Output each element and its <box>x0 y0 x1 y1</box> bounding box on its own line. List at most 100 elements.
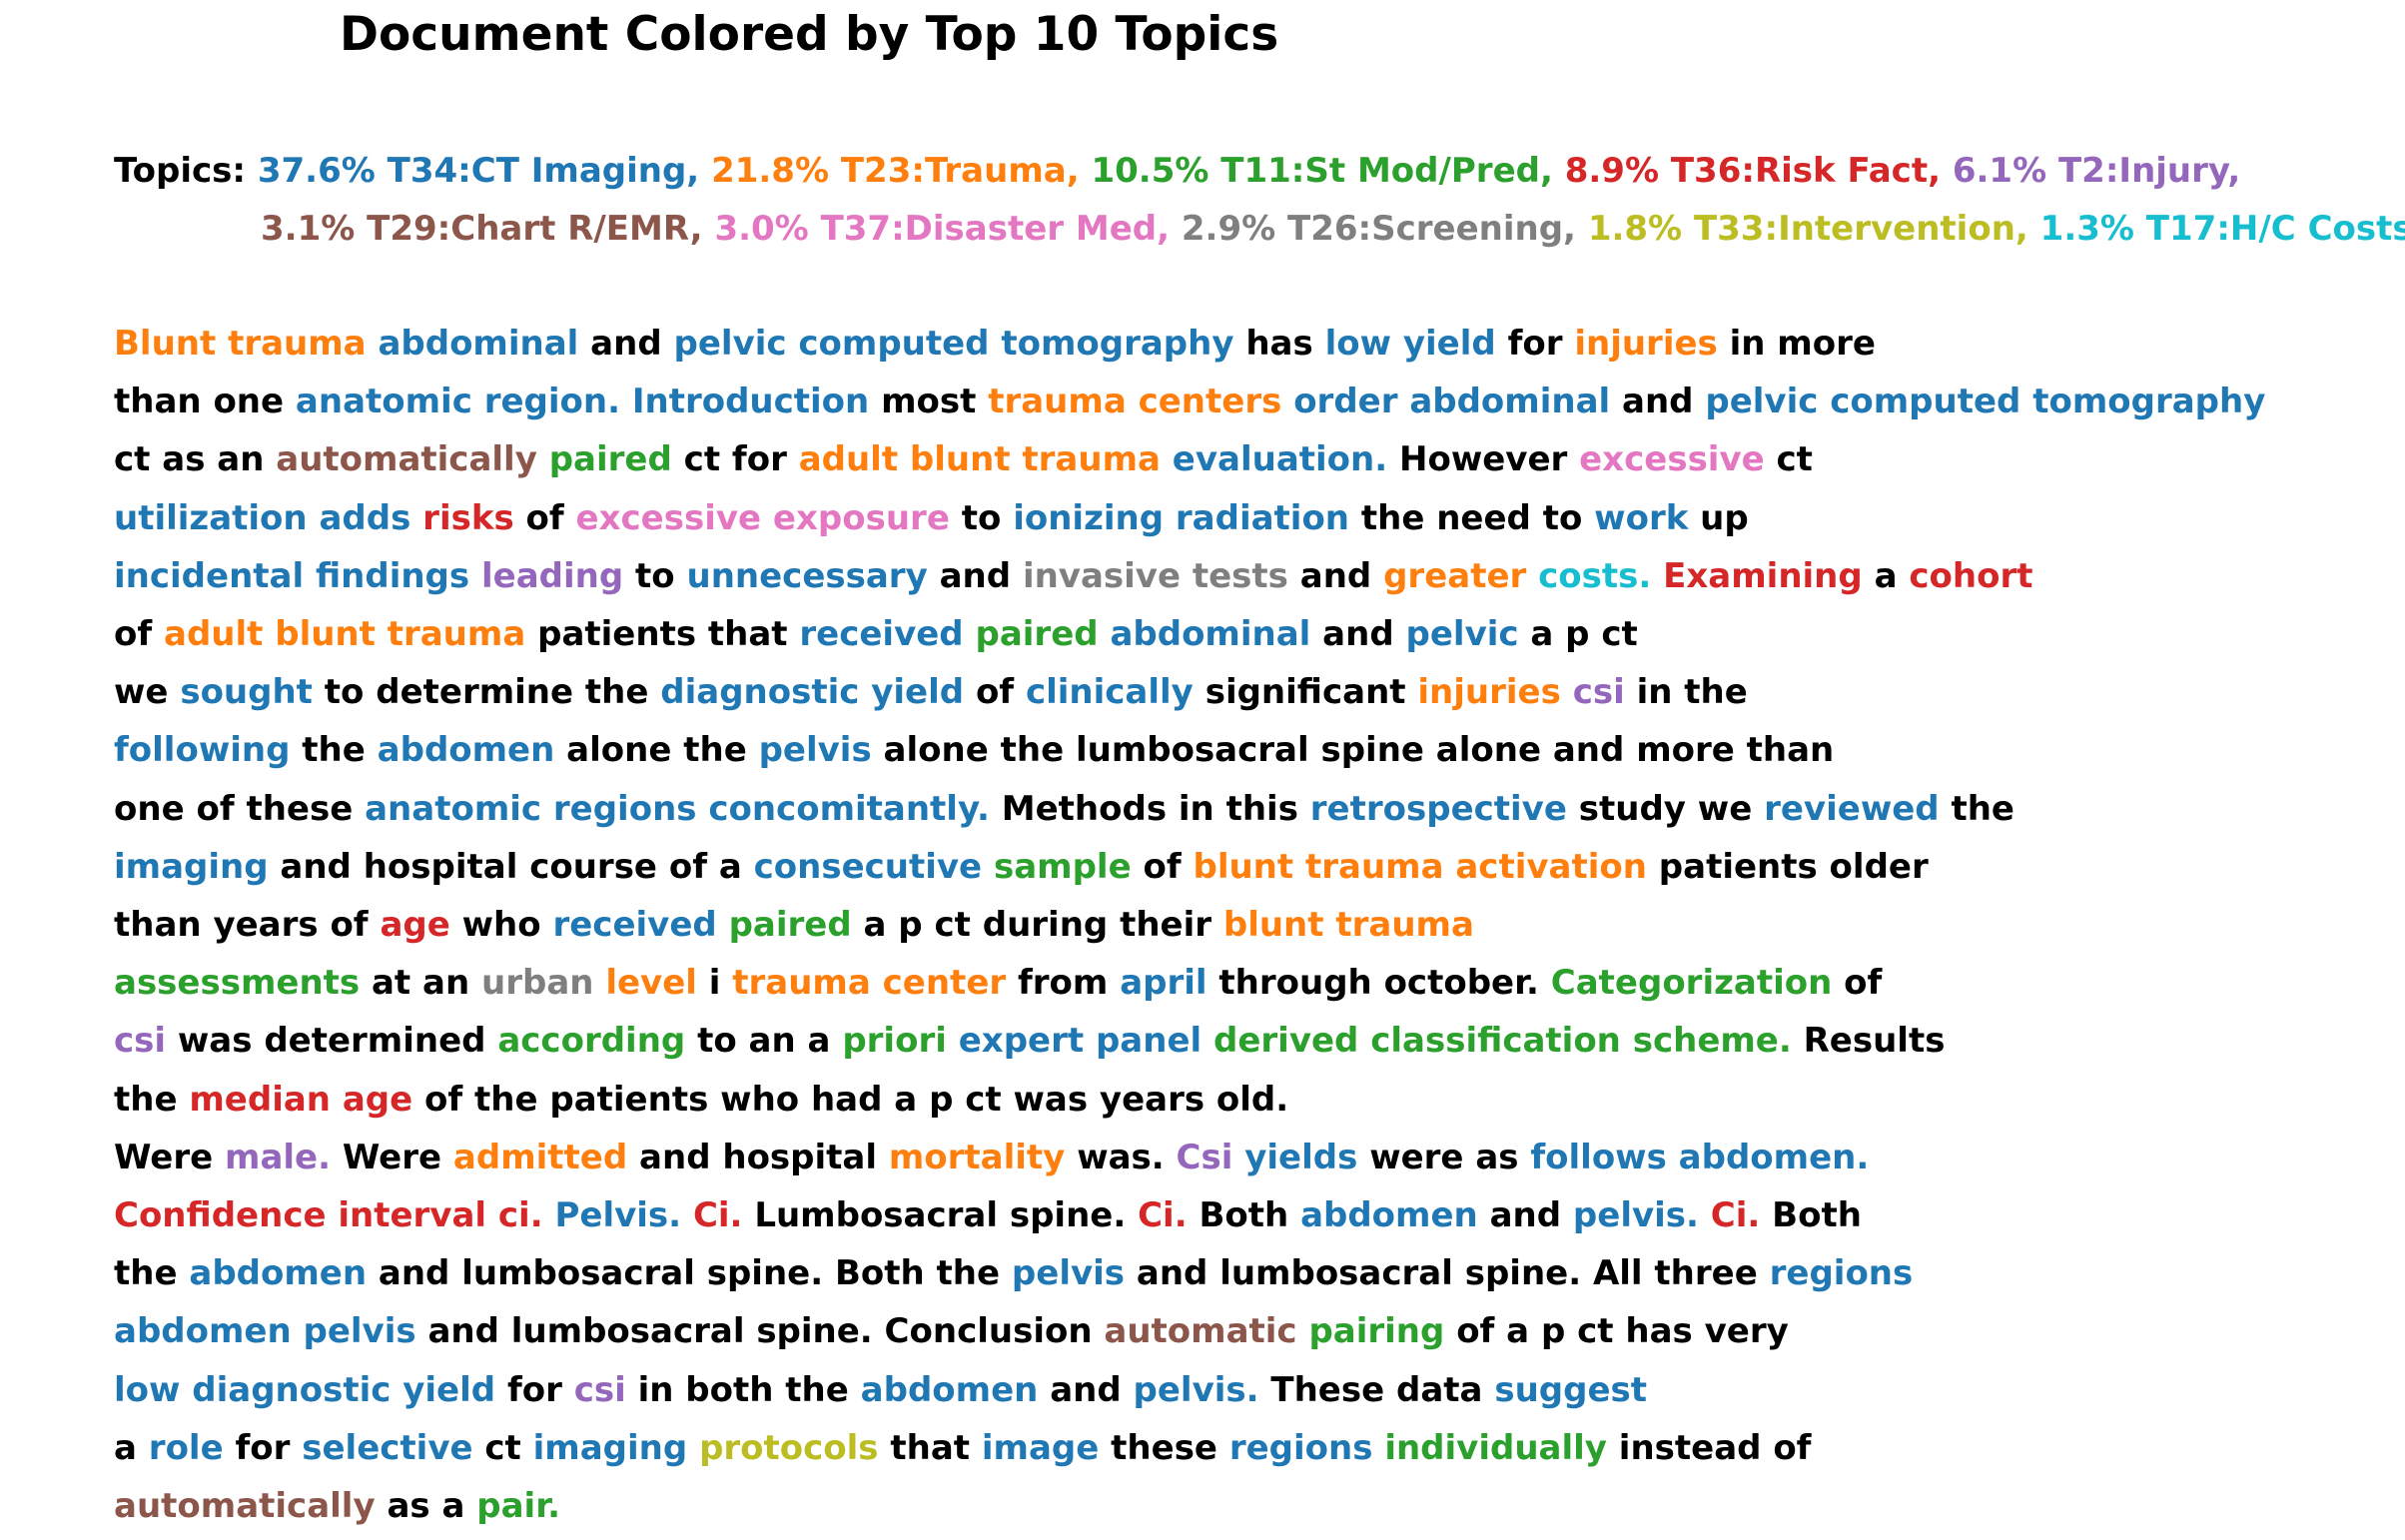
plain-text-segment: to determine the <box>324 672 649 713</box>
topic-legend-entry: 8.9% T36:Risk Fact, <box>1564 151 1941 191</box>
plain-text-segment: ct <box>1776 439 1813 480</box>
topic-word-segment: pelvic computed tomography <box>673 324 1234 364</box>
topic-word-segment: april <box>1120 963 1207 1004</box>
topic-word-segment: abdominal <box>378 324 579 364</box>
topic-word-segment: protocols <box>699 1427 879 1468</box>
document-line: than years of age who received paired a … <box>114 896 2401 954</box>
topic-word-segment: trauma center <box>732 963 1007 1004</box>
topic-word-segment: Csi <box>1176 1137 1233 1177</box>
topic-word-segment: Ci. <box>1138 1195 1188 1236</box>
topic-word-segment: Confidence interval ci. <box>114 1195 543 1236</box>
plain-text-segment: of a p ct has very <box>1456 1311 1789 1352</box>
figure-title: Document Colored by Top 10 Topics <box>340 7 1279 62</box>
plain-text-segment: the need to <box>1360 497 1583 538</box>
plain-text-segment: that <box>890 1427 971 1468</box>
document-line: one of these anatomic regions concomitan… <box>114 780 2401 838</box>
topic-word-segment: according <box>497 1021 686 1062</box>
topic-word-segment: abdomen <box>1300 1195 1478 1236</box>
topic-word-segment: low diagnostic yield <box>114 1369 496 1410</box>
plain-text-segment: of <box>975 672 1015 713</box>
topic-word-segment: injuries <box>1574 324 1718 364</box>
topic-word-segment: derived classification scheme. <box>1213 1021 1792 1062</box>
plain-text-segment: Results <box>1803 1021 1946 1062</box>
plain-text-segment: a <box>1874 555 1898 596</box>
plain-text-segment: i <box>708 963 721 1004</box>
plain-text-segment: and lumbosacral spine. All three <box>1136 1253 1758 1294</box>
plain-text-segment: these <box>1111 1427 1217 1468</box>
topic-word-segment: injuries <box>1417 672 1561 713</box>
topic-word-segment: expert panel <box>958 1021 1202 1062</box>
plain-text-segment: in both the <box>637 1369 849 1410</box>
topic-word-segment: reviewed <box>1764 788 1940 829</box>
plain-text-segment: patients older <box>1658 846 1929 887</box>
plain-text-segment: up <box>1700 497 1749 538</box>
plain-text-segment: in more <box>1729 324 1876 364</box>
topic-word-segment: anatomic region. Introduction <box>295 382 870 422</box>
document-line: utilization adds risks of excessive expo… <box>114 489 2401 547</box>
plain-text-segment: a p ct <box>1530 614 1638 655</box>
plain-text-segment: and lumbosacral spine. Both the <box>378 1253 1001 1294</box>
plain-text-segment: ct <box>484 1427 521 1468</box>
topic-word-segment: sample <box>993 846 1132 887</box>
plain-text-segment: we <box>114 672 169 713</box>
plain-text-segment: from <box>1018 963 1109 1004</box>
topic-word-segment: abdominal <box>1110 614 1311 655</box>
plain-text-segment: and hospital <box>639 1137 878 1177</box>
document-line: abdomen pelvis and lumbosacral spine. Co… <box>114 1302 2401 1360</box>
plain-text-segment: ct as an <box>114 439 265 480</box>
topic-word-segment: paired <box>975 614 1099 655</box>
plain-text-segment: in the <box>1636 672 1748 713</box>
topic-word-segment: priori <box>842 1021 947 1062</box>
topic-word-segment: follows abdomen. <box>1530 1137 1870 1177</box>
topic-word-segment: invasive tests <box>1022 555 1288 596</box>
plain-text-segment: through october. <box>1218 963 1539 1004</box>
topic-word-segment: blunt trauma activation <box>1193 846 1647 887</box>
plain-text-segment: patients that <box>537 614 788 655</box>
document-line: Were male. Were admitted and hospital mo… <box>114 1129 2401 1186</box>
plain-text-segment: the <box>114 1079 178 1120</box>
plain-text-segment: for <box>235 1427 291 1468</box>
plain-text-segment: as a <box>387 1486 465 1527</box>
topic-word-segment: imaging <box>114 846 269 887</box>
topic-word-segment: csi <box>114 1021 167 1062</box>
plain-text-segment: and <box>939 555 1012 596</box>
plain-text-segment: Both <box>1199 1195 1289 1236</box>
topic-word-segment: yields <box>1244 1137 1358 1177</box>
topic-word-segment: greater <box>1383 555 1527 596</box>
document-line: automatically as a pair. <box>114 1477 2401 1535</box>
topic-word-segment: work <box>1594 497 1689 538</box>
document-line: csi was determined according to an a pri… <box>114 1012 2401 1070</box>
topic-legend-entry: 3.1% T29:Chart R/EMR, <box>261 209 703 249</box>
document-line: ct as an automatically paired ct for adu… <box>114 430 2401 488</box>
topic-word-segment: following <box>114 730 291 771</box>
plain-text-segment: and lumbosacral spine. Conclusion <box>427 1311 1093 1352</box>
topics-legend-line: 3.1% T29:Chart R/EMR, 3.0% T37:Disaster … <box>114 200 2405 258</box>
topic-word-segment: age <box>380 905 450 946</box>
topic-word-segment: abdomen pelvis <box>114 1311 416 1352</box>
topic-word-segment: clinically <box>1025 672 1194 713</box>
topic-word-segment: unnecessary <box>686 555 928 596</box>
topic-word-segment: excessive exposure <box>575 497 950 538</box>
topic-word-segment: pelvis <box>758 730 872 771</box>
plain-text-segment: a <box>114 1427 137 1468</box>
topic-word-segment: pelvis. <box>1133 1369 1259 1410</box>
plain-text-segment: who <box>461 905 541 946</box>
topic-word-segment: pairing <box>1308 1311 1445 1352</box>
plain-text-segment: and hospital course of a <box>280 846 742 887</box>
topic-word-segment: admitted <box>452 1137 628 1177</box>
topic-word-segment: consecutive <box>753 846 983 887</box>
colored-document-text: Blunt trauma abdominal and pelvic comput… <box>114 315 2401 1535</box>
document-line: of adult blunt trauma patients that rece… <box>114 605 2401 663</box>
plain-text-segment: for <box>506 1369 562 1410</box>
topic-word-segment: utilization adds <box>114 497 411 538</box>
topic-legend-entry: 21.8% T23:Trauma, <box>711 151 1080 191</box>
plain-text-segment: of <box>1143 846 1182 887</box>
document-line: a role for selective ct imaging protocol… <box>114 1419 2401 1477</box>
document-line: Blunt trauma abdominal and pelvic comput… <box>114 315 2401 373</box>
document-line: low diagnostic yield for csi in both the… <box>114 1361 2401 1419</box>
document-line: than one anatomic region. Introduction m… <box>114 373 2401 430</box>
topics-legend-line: Topics: 37.6% T34:CT Imaging, 21.8% T23:… <box>114 142 2401 200</box>
topic-word-segment: costs. <box>1538 555 1652 596</box>
topic-legend-entry: 2.9% T26:Screening, <box>1181 209 1576 249</box>
plain-text-segment: Lumbosacral spine. <box>754 1195 1127 1236</box>
